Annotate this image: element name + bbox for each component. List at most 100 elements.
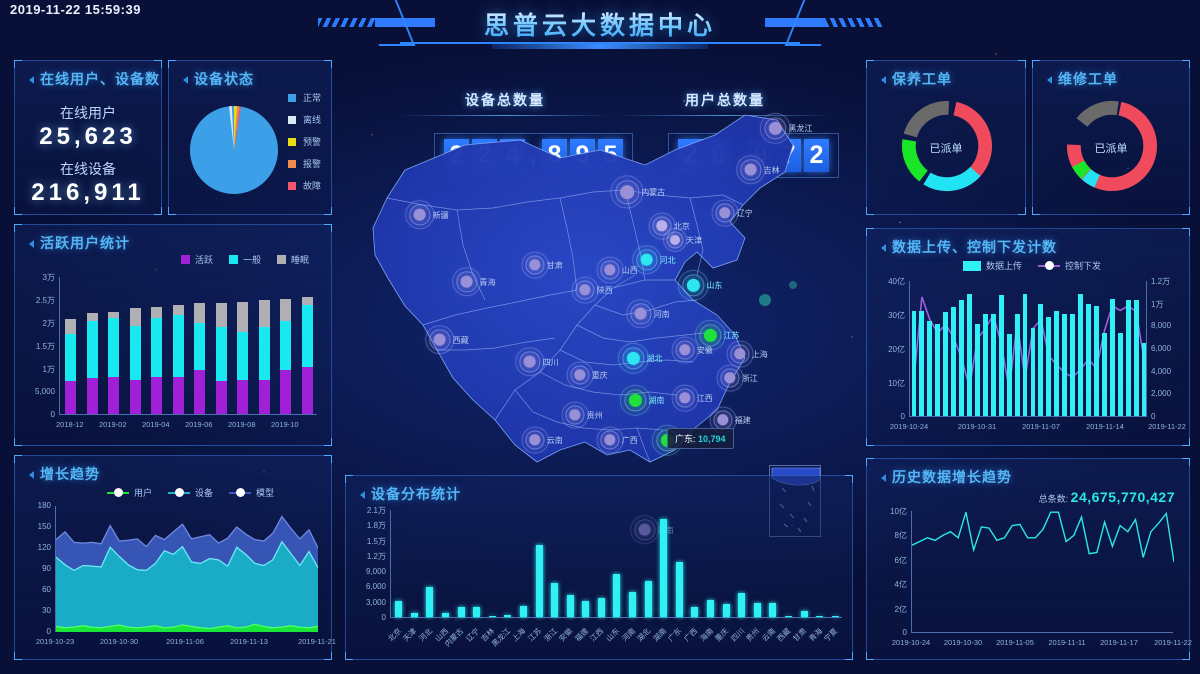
bar-2019-02-睡眠[interactable] <box>108 312 120 319</box>
bar-2019-10-活跃[interactable] <box>280 369 292 414</box>
bar-2019-09-活跃[interactable] <box>258 379 270 414</box>
marker-dot-河北[interactable] <box>640 253 653 266</box>
bar-吉林[interactable] <box>488 615 496 617</box>
bar-贵州[interactable] <box>753 602 761 617</box>
maintenance-donut-chart[interactable] <box>894 93 1000 199</box>
bar-upload-9[interactable] <box>982 314 988 416</box>
bar-重庆[interactable] <box>722 604 730 617</box>
bar-2019-07-活跃[interactable] <box>215 381 227 414</box>
legend-item-normal[interactable]: 正常 <box>287 91 321 104</box>
bar-upload-2[interactable] <box>927 320 933 416</box>
bar-upload-25[interactable] <box>1109 298 1115 416</box>
bar-2019-09-睡眠[interactable] <box>258 300 270 328</box>
legend-item-fault[interactable]: 故障 <box>287 179 321 192</box>
bar-2019-03-睡眠[interactable] <box>129 308 141 327</box>
legend-item-alarm[interactable]: 报警 <box>287 157 321 170</box>
bar-2019-07-睡眠[interactable] <box>215 302 227 327</box>
bar-湖北[interactable] <box>644 581 652 617</box>
history-growth-chart[interactable] <box>911 511 1175 633</box>
bar-2019-08-一般[interactable] <box>237 331 249 381</box>
bar-北京[interactable] <box>395 600 403 617</box>
bar-2019-04-一般[interactable] <box>151 318 163 378</box>
map-marker-黑龙江[interactable] <box>759 112 791 144</box>
bar-辽宁[interactable] <box>473 606 481 617</box>
marker-dot-贵州[interactable] <box>569 409 581 421</box>
bar-2019-08-睡眠[interactable] <box>237 302 249 332</box>
bar-2019-01-睡眠[interactable] <box>86 312 98 322</box>
area-用户[interactable] <box>56 624 318 632</box>
marker-dot-四川[interactable] <box>523 355 536 368</box>
marker-dot-河南[interactable] <box>634 307 647 320</box>
bar-upload-14[interactable] <box>1022 293 1028 416</box>
legend-item-warning[interactable]: 预警 <box>287 135 321 148</box>
map-marker-贵州[interactable] <box>561 401 589 429</box>
bar-upload-12[interactable] <box>1006 334 1012 416</box>
marker-dot-北京[interactable] <box>656 220 668 232</box>
bar-青海[interactable] <box>816 615 824 617</box>
map-marker-云南[interactable] <box>521 426 549 454</box>
marker-dot-陕西[interactable] <box>579 284 591 296</box>
bar-2018-12-一般[interactable] <box>65 334 77 381</box>
marker-dot-甘肃[interactable] <box>529 259 541 271</box>
map-marker-陕西[interactable] <box>571 276 599 304</box>
marker-dot-湖南[interactable] <box>628 393 642 407</box>
bar-天津[interactable] <box>410 613 418 617</box>
map-marker-甘肃[interactable] <box>521 251 549 279</box>
bar-云南[interactable] <box>769 602 777 617</box>
marker-dot-重庆[interactable] <box>574 369 586 381</box>
bar-河北[interactable] <box>426 586 434 617</box>
bar-upload-19[interactable] <box>1062 314 1068 416</box>
map-marker-天津[interactable] <box>663 228 687 252</box>
map-marker-青海[interactable] <box>452 267 482 297</box>
map-marker-广西[interactable] <box>596 426 624 454</box>
bar-宁夏[interactable] <box>831 615 839 617</box>
bar-四川[interactable] <box>738 592 746 617</box>
bar-甘肃[interactable] <box>800 611 808 617</box>
bar-2019-06-活跃[interactable] <box>194 369 206 414</box>
bar-2019-03-活跃[interactable] <box>129 380 141 414</box>
map-marker-辽宁[interactable] <box>711 199 739 227</box>
bar-福建[interactable] <box>582 600 590 617</box>
bar-2019-10-睡眠[interactable] <box>280 299 292 322</box>
map-marker-重庆[interactable] <box>566 361 594 389</box>
bar-山西[interactable] <box>442 613 450 617</box>
bar-山东[interactable] <box>613 573 621 617</box>
marker-dot-浙江[interactable] <box>724 372 736 384</box>
marker-dot-山西[interactable] <box>604 264 616 276</box>
marker-dot-新疆[interactable] <box>413 208 426 221</box>
map-marker-北京[interactable] <box>648 212 676 240</box>
bar-2019-04-活跃[interactable] <box>151 377 163 414</box>
bar-2019-10-一般[interactable] <box>280 321 292 370</box>
device-distribution-chart[interactable] <box>390 510 842 618</box>
marker-dot-江西[interactable] <box>679 392 691 404</box>
bar-2019-11-一般[interactable] <box>301 304 313 368</box>
bar-upload-6[interactable] <box>959 300 964 416</box>
legend-数据上传[interactable]: 数据上传 <box>963 259 1022 272</box>
bar-浙江[interactable] <box>551 582 559 617</box>
map-marker-湖南[interactable] <box>619 384 651 416</box>
bar-2019-01-一般[interactable] <box>86 321 98 378</box>
history-growth-line[interactable] <box>911 511 1175 563</box>
marker-dot-云南[interactable] <box>529 434 541 446</box>
map-marker-江苏[interactable] <box>694 319 726 351</box>
bar-upload-11[interactable] <box>998 295 1004 416</box>
bar-河南[interactable] <box>629 592 637 617</box>
active-users-chart[interactable] <box>59 277 317 415</box>
bar-黑龙江[interactable] <box>504 615 512 617</box>
bar-upload-27[interactable] <box>1125 300 1131 416</box>
map-marker-安徽[interactable] <box>671 336 699 364</box>
bar-upload-15[interactable] <box>1030 327 1036 416</box>
map-marker-新疆[interactable] <box>405 200 435 230</box>
bar-upload-1[interactable] <box>919 310 925 416</box>
bar-upload-0[interactable] <box>911 310 917 416</box>
bar-广东[interactable] <box>675 561 683 617</box>
legend-模型[interactable]: 模型 <box>229 486 274 499</box>
marker-dot-福建[interactable] <box>717 414 729 426</box>
upload-control-chart[interactable] <box>909 281 1147 417</box>
legend-活跃[interactable]: 活跃 <box>180 253 213 266</box>
map-marker-江西[interactable] <box>671 384 699 412</box>
legend-控制下发[interactable]: 控制下发 <box>1038 259 1101 272</box>
bar-upload-22[interactable] <box>1086 303 1091 416</box>
bar-江西[interactable] <box>597 597 605 617</box>
bar-西藏[interactable] <box>784 615 792 617</box>
